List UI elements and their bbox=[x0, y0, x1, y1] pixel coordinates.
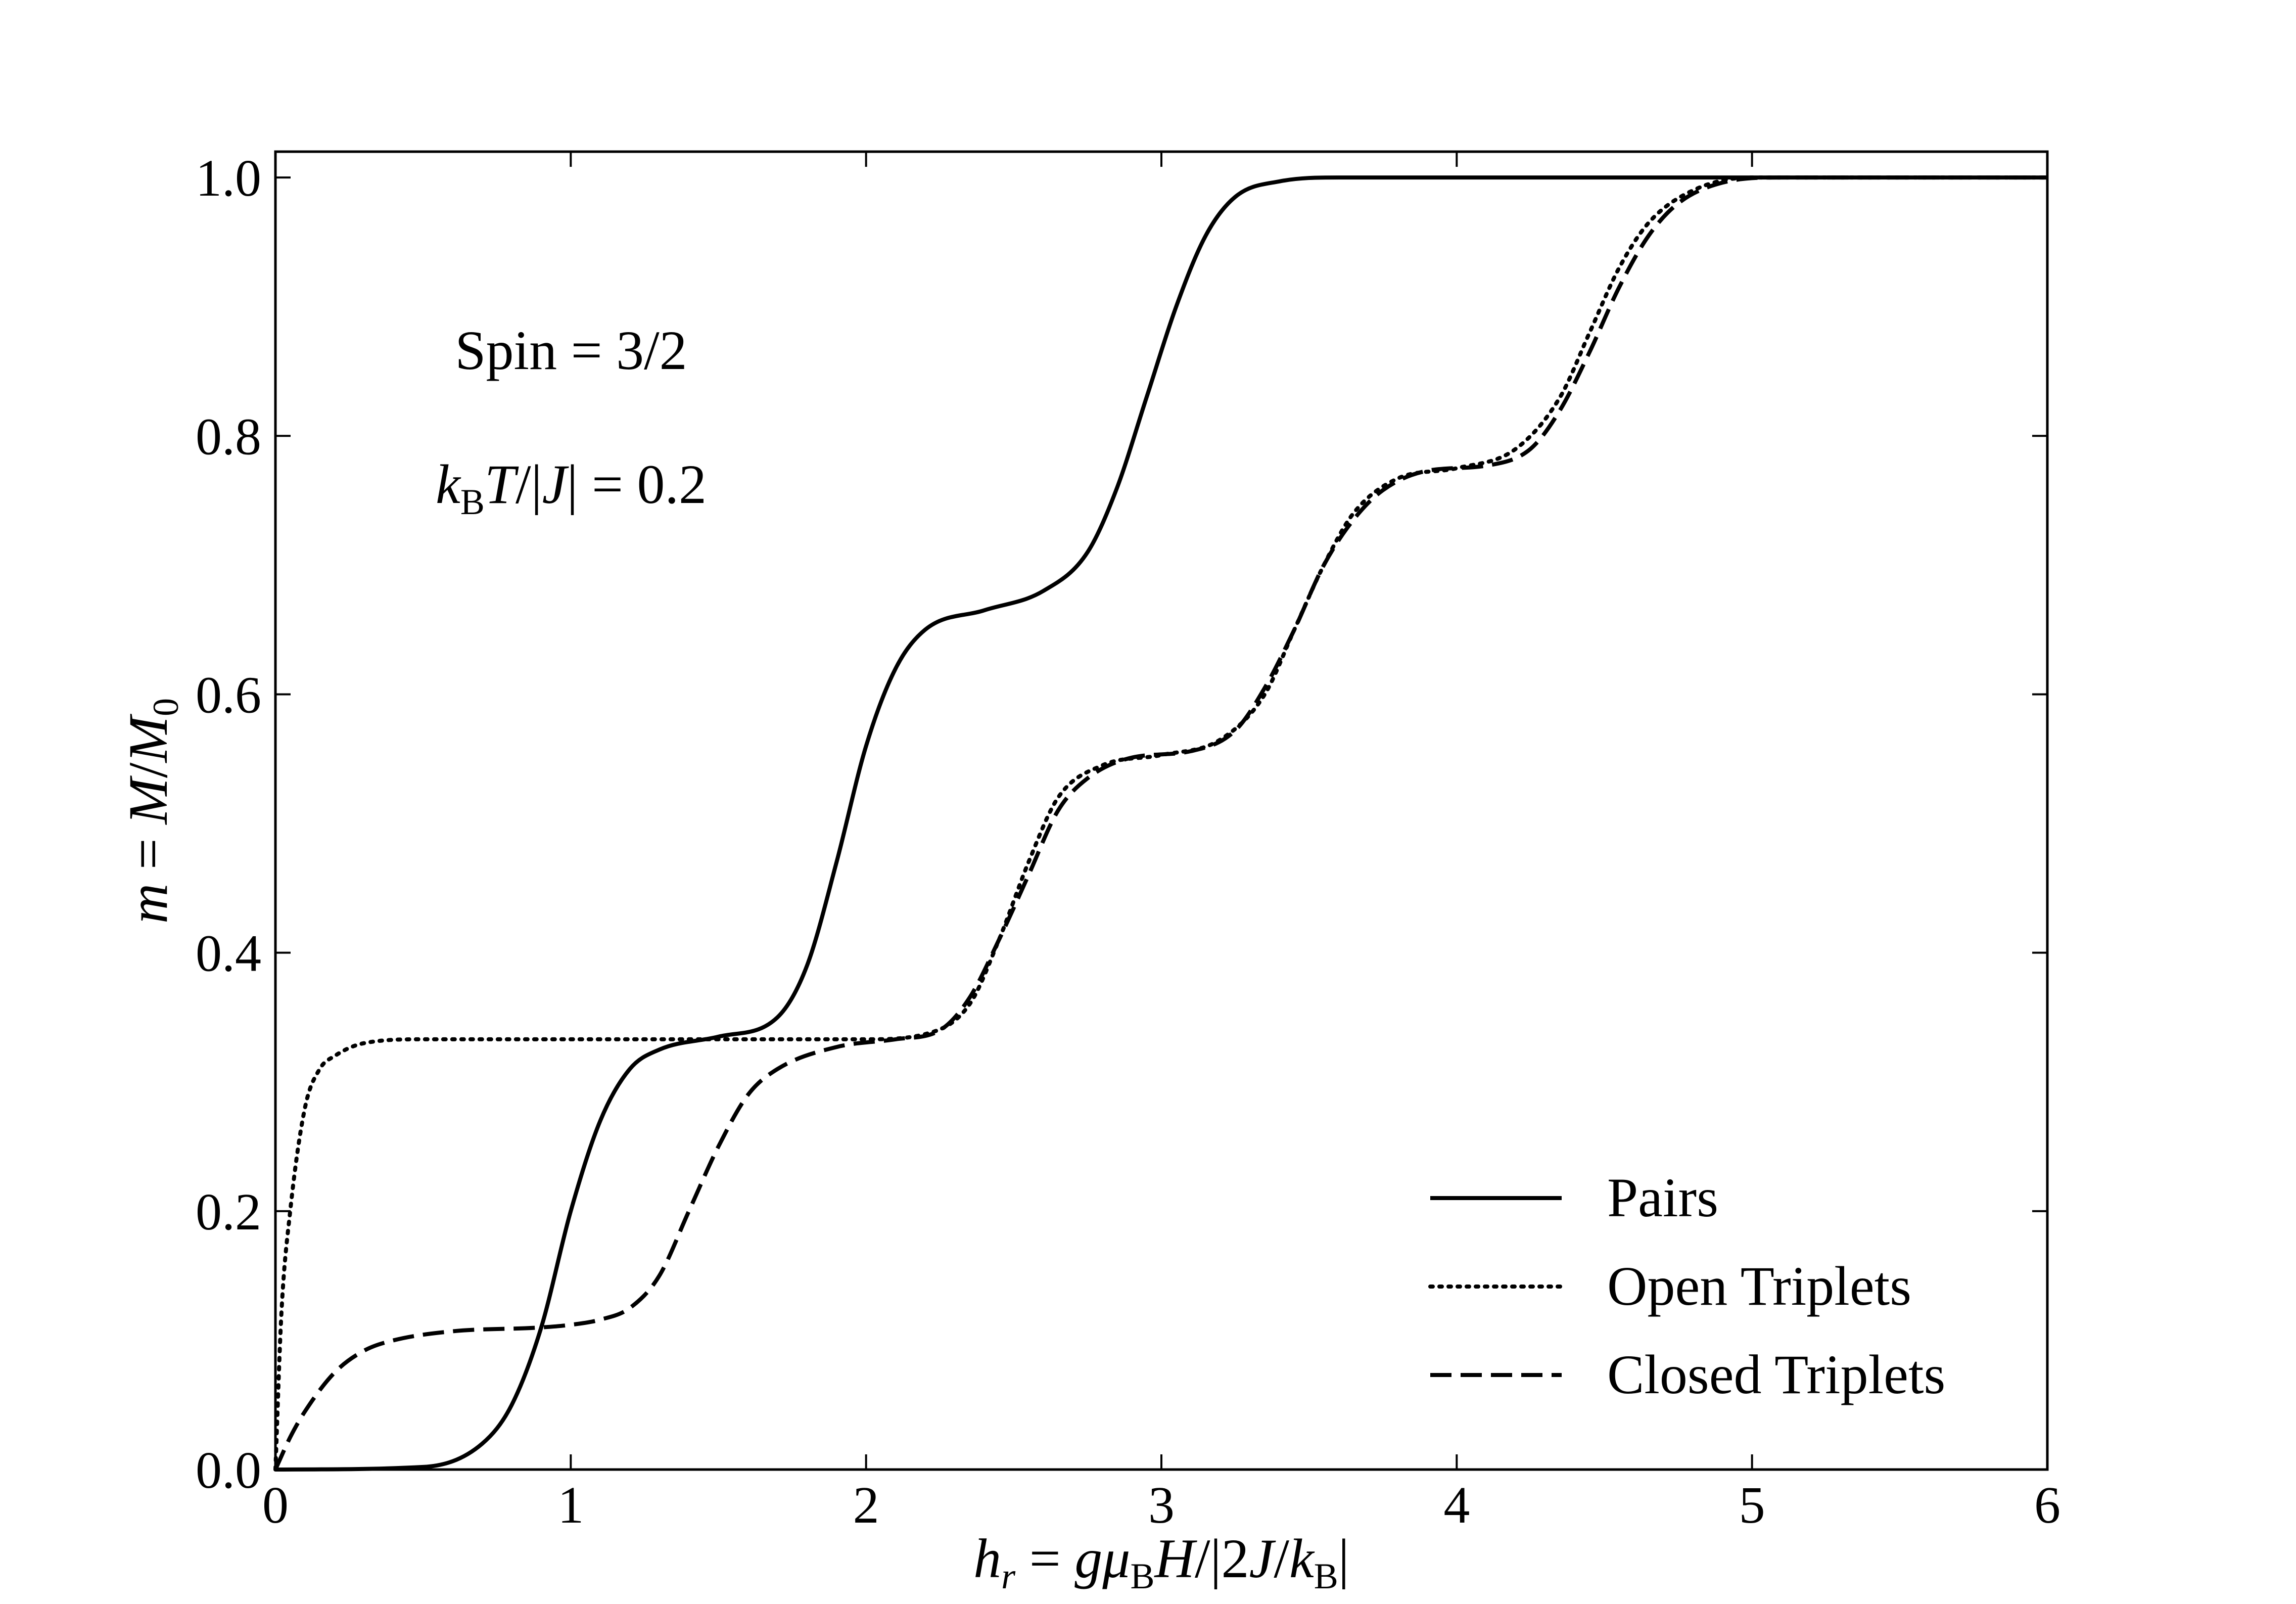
y-axis-ticks: 0.0 0.2 0.4 0.6 0.8 1.0 bbox=[196, 149, 2047, 1499]
legend-label-closed-triplets: Closed Triplets bbox=[1607, 1344, 1945, 1405]
series-line-closed-triplets bbox=[273, 175, 2047, 1471]
annotation-temperature: kBT/|J| = 0.2 bbox=[436, 453, 707, 522]
y-tick-label: 0.2 bbox=[196, 1183, 261, 1241]
x-tick-label: 2 bbox=[853, 1476, 879, 1534]
x-tick-label: 4 bbox=[1443, 1476, 1470, 1534]
annotation-spin: Spin = 3/2 bbox=[455, 319, 687, 381]
series-line-pairs bbox=[275, 175, 2047, 1472]
x-axis-label: hr = gμBH/|2J/kB| bbox=[973, 1528, 1349, 1596]
y-tick-label: 0.8 bbox=[196, 407, 261, 466]
legend-label-pairs: Pairs bbox=[1607, 1167, 1718, 1228]
legend: Pairs Open Triplets Closed Triplets bbox=[1428, 1167, 1945, 1405]
x-tick-label: 3 bbox=[1148, 1476, 1175, 1534]
y-tick-label: 0.4 bbox=[196, 925, 261, 983]
x-tick-label: 6 bbox=[2034, 1476, 2060, 1534]
x-tick-label: 1 bbox=[557, 1476, 584, 1534]
y-tick-label: 0.0 bbox=[196, 1441, 261, 1499]
x-axis-ticks: 0 1 2 3 4 5 6 bbox=[262, 152, 2060, 1534]
y-tick-label: 0.6 bbox=[196, 666, 261, 724]
y-axis-label: m = M/M0 bbox=[117, 698, 186, 924]
y-tick-label: 1.0 bbox=[196, 149, 261, 207]
x-tick-label: 5 bbox=[1739, 1476, 1765, 1534]
x-tick-label: 0 bbox=[262, 1476, 289, 1534]
series-layer bbox=[273, 175, 2049, 1472]
legend-label-open-triplets: Open Triplets bbox=[1607, 1255, 1911, 1317]
